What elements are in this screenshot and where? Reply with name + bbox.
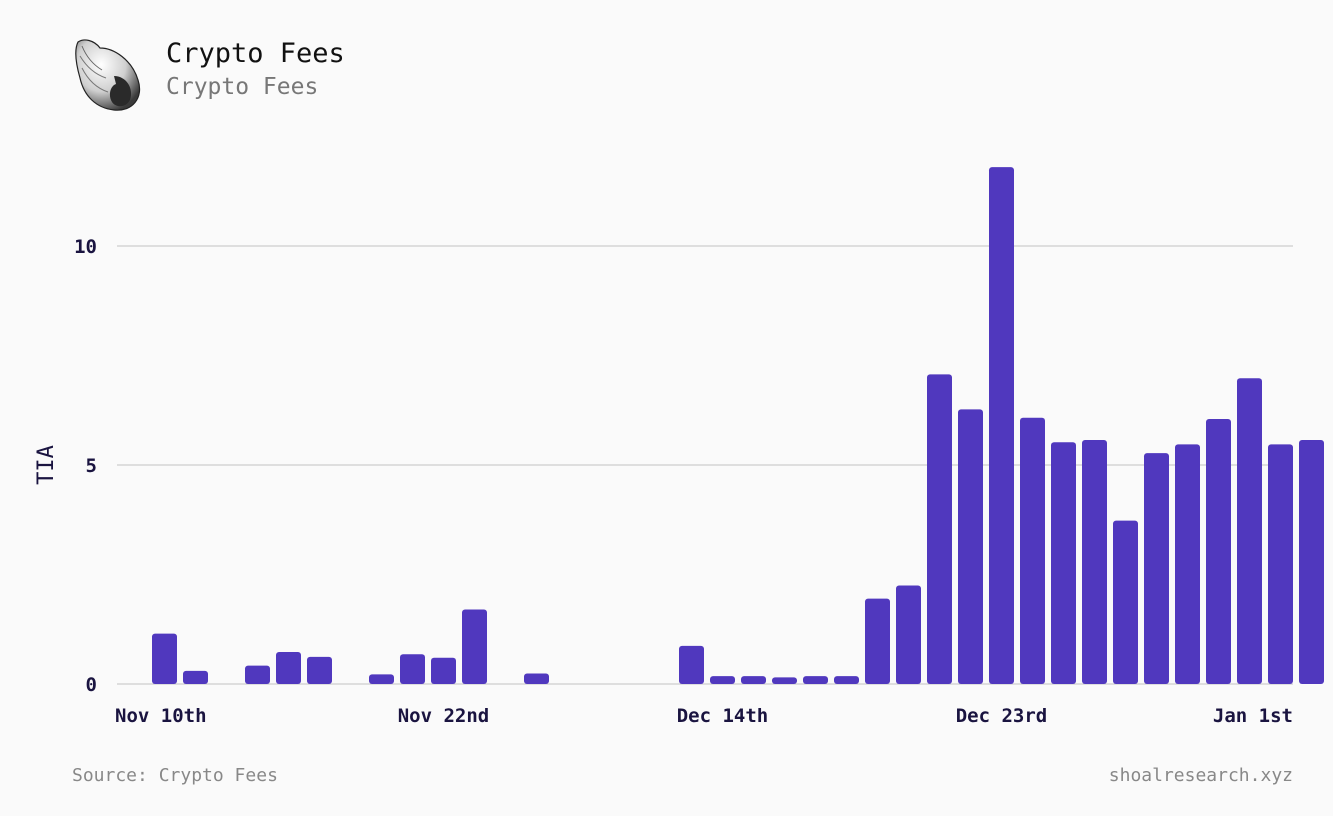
bar (958, 409, 983, 684)
bar (1144, 453, 1169, 684)
bar (524, 673, 549, 684)
y-axis-label: TIA (34, 445, 59, 485)
bar (679, 645, 704, 684)
bar (1237, 378, 1262, 684)
x-tick-label: Jan 1st (1213, 705, 1293, 727)
bar (1051, 442, 1076, 684)
x-tick-label: Dec 23rd (956, 705, 1048, 727)
bar (1299, 440, 1324, 684)
bar (927, 374, 952, 684)
bars (152, 167, 1324, 684)
bar (462, 609, 487, 684)
source-note: Source: Crypto Fees (72, 765, 278, 786)
bar (1175, 444, 1200, 684)
bar (307, 656, 332, 684)
bar (369, 674, 394, 684)
x-tick-label: Dec 14th (677, 705, 769, 727)
bar (400, 654, 425, 684)
bar (710, 676, 735, 684)
bar (865, 598, 890, 684)
bar (1082, 440, 1107, 684)
bar (1020, 417, 1045, 684)
y-tick-label: 5 (86, 455, 97, 477)
bar (803, 676, 828, 684)
bar (431, 657, 456, 684)
chart-subtitle: Crypto Fees (166, 74, 319, 100)
site-link[interactable]: shoalresearch.xyz (1108, 765, 1293, 786)
bar (183, 670, 208, 684)
y-axis-ticks: 0 5 10 (74, 236, 97, 696)
bar (896, 585, 921, 684)
bar (1268, 444, 1293, 684)
seashell-icon (75, 39, 141, 111)
bar (989, 167, 1014, 684)
chart-title: Crypto Fees (166, 38, 345, 69)
x-tick-label: Nov 22nd (398, 705, 490, 727)
y-tick-label: 0 (86, 674, 97, 696)
bar (1206, 419, 1231, 684)
bar (276, 652, 301, 684)
bar (1113, 520, 1138, 684)
x-tick-label: Nov 10th (115, 705, 207, 727)
bar (834, 676, 859, 684)
bar (772, 677, 797, 684)
bar (741, 676, 766, 684)
x-axis-ticks: Nov 10th Nov 22nd Dec 14th Dec 23rd Jan 1st (115, 705, 1293, 727)
bar (245, 665, 270, 684)
bar (152, 633, 177, 684)
y-tick-label: 10 (74, 236, 97, 258)
